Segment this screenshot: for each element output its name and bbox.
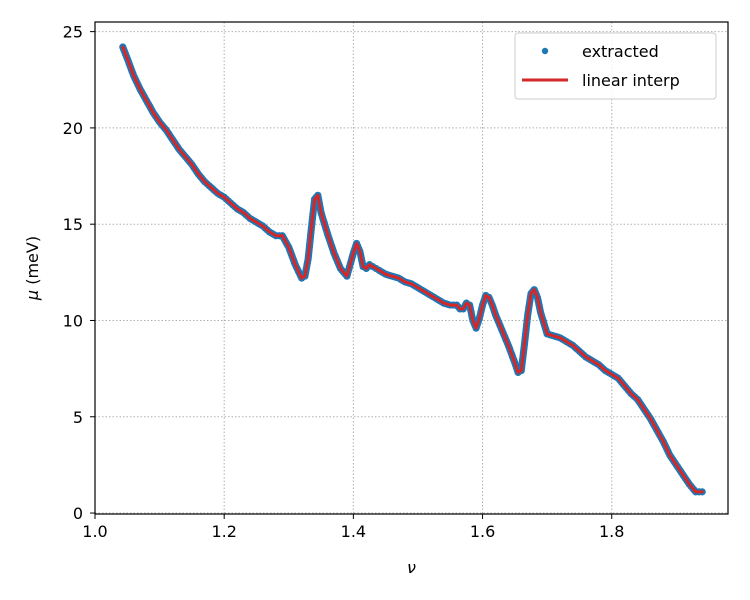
legend-box xyxy=(514,32,717,100)
y-axis-label-symbol: μ xyxy=(23,290,42,301)
legend-scatter-marker xyxy=(541,47,549,55)
x-tick-label: 1.4 xyxy=(341,522,366,541)
x-axis-label: ν xyxy=(407,558,416,577)
y-axis-label-unit: (meV) xyxy=(23,236,42,285)
legend: extracted linear interp xyxy=(514,32,717,100)
x-tick-label: 1.2 xyxy=(211,522,236,541)
tick-layer: 1.0 1.2 1.4 1.6 1.8 0 5 10 15 20 25 xyxy=(63,23,625,541)
linear-interp-line xyxy=(121,45,704,494)
plot-frame xyxy=(94,21,729,515)
y-tick-label: 5 xyxy=(73,408,83,427)
y-tick-label: 0 xyxy=(73,504,83,523)
y-tick-label: 15 xyxy=(63,215,83,234)
y-tick-label: 25 xyxy=(63,23,83,42)
x-tick-label: 1.6 xyxy=(470,522,495,541)
x-tick-label: 1.8 xyxy=(599,522,624,541)
y-tick-label: 10 xyxy=(63,311,83,330)
y-tick-label: 20 xyxy=(63,119,83,138)
line-layer xyxy=(121,45,704,494)
legend-label-linear-interp: linear interp xyxy=(582,71,680,90)
x-tick-label: 1.0 xyxy=(82,522,107,541)
legend-label-extracted: extracted xyxy=(582,42,659,61)
y-axis-label: μ (meV) xyxy=(23,236,42,301)
